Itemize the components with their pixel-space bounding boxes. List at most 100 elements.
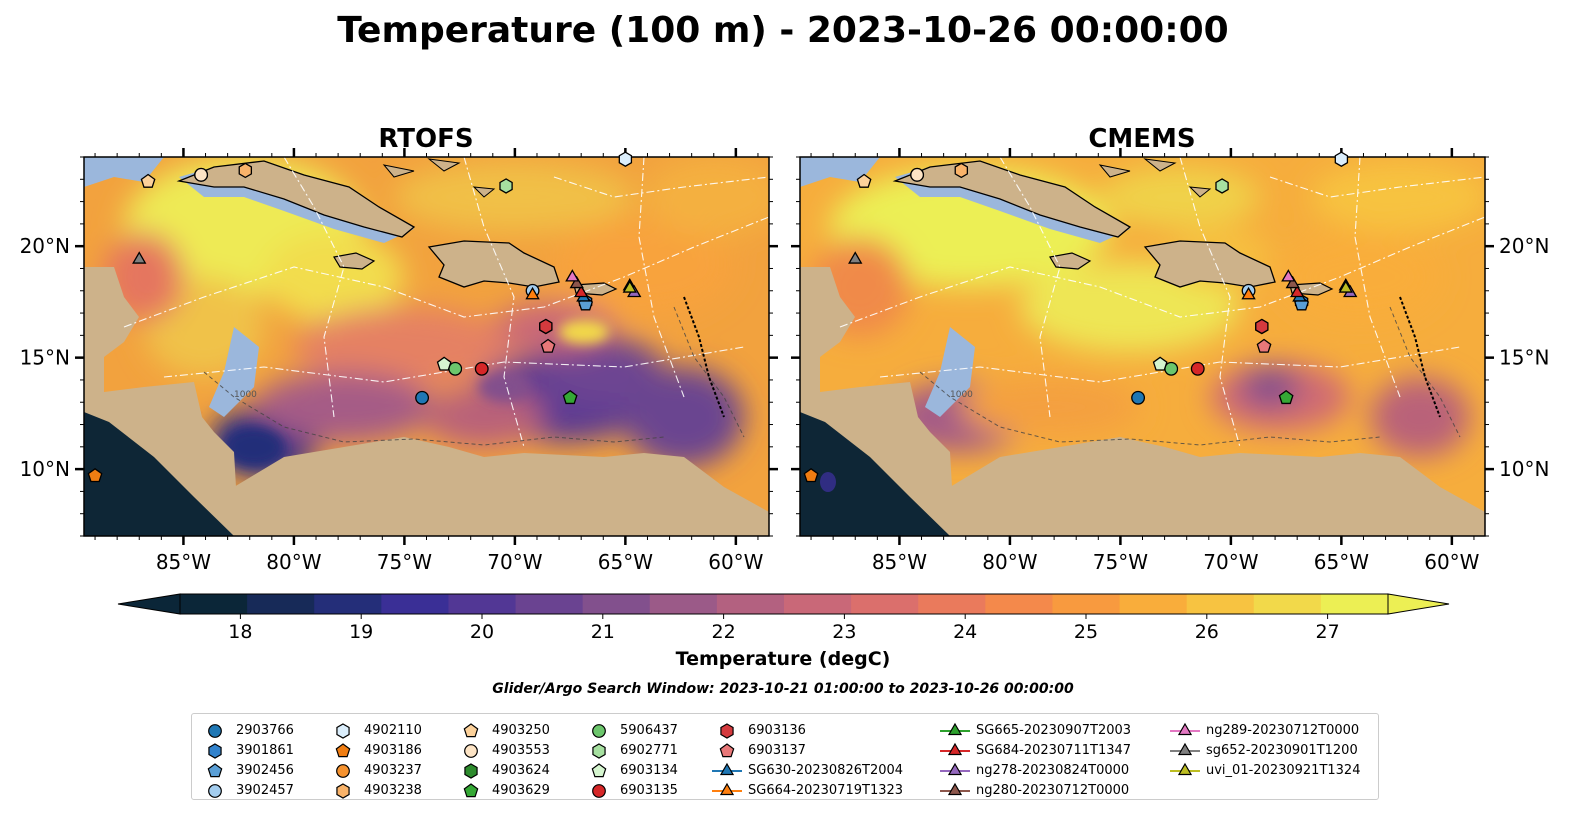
legend-label: 6903135 (620, 782, 678, 798)
heatmap-rtofs: 1000 (84, 157, 769, 536)
legend-label: 4903629 (492, 782, 550, 798)
observation-marker (954, 162, 969, 179)
colorbar-tick-label: 27 (1316, 621, 1340, 643)
search-window-subtitle: Glider/Argo Search Window: 2023-10-21 01… (492, 681, 1074, 697)
legend-item: 4903624 (454, 760, 550, 780)
observation-marker (1190, 361, 1205, 376)
legend-label: ng280-20230712T0000 (976, 782, 1130, 798)
observation-marker (1334, 151, 1349, 167)
colorbar-segment (381, 594, 449, 614)
observation-marker (415, 390, 430, 405)
legend-label: 6903136 (748, 722, 806, 738)
legend-item: 6903136 (710, 720, 806, 740)
observation-marker (1256, 338, 1272, 353)
observation-marker (573, 284, 589, 298)
observation-marker (569, 275, 584, 289)
legend-label: 5906437 (620, 722, 678, 738)
colorbar-extend-min (117, 593, 181, 615)
colorbar-segment (582, 594, 651, 614)
legend-label: SG630-20230826T2004 (748, 762, 904, 778)
observation-marker (539, 318, 553, 335)
x-tick-label: 65°W (598, 550, 653, 574)
y-tick-label: 10°N (20, 457, 70, 481)
observation-marker (562, 389, 578, 405)
observation-marker (474, 361, 489, 376)
colorbar-tick-label: 18 (228, 621, 252, 643)
hexagon-marker-icon (208, 743, 222, 759)
colorbar-segment (180, 594, 248, 614)
panel-title-cmems: CMEMS (1088, 124, 1195, 154)
hexagon-marker-icon (592, 743, 606, 759)
observation-marker (622, 280, 637, 293)
colorbar-tick-label: 22 (712, 621, 736, 643)
hexagon-marker-icon (720, 723, 734, 739)
observation-marker (1164, 361, 1179, 376)
colorbar-segment (1253, 594, 1322, 614)
y-tick-label: 10°N (1499, 457, 1549, 481)
legend-label: 6903134 (620, 762, 678, 778)
legend-item: SG684-20230711T1347 (938, 740, 1131, 760)
legend-label: 3902457 (236, 782, 294, 798)
y-tick-label: 15°N (1499, 346, 1549, 370)
legend-item: ng278-20230824T0000 (938, 760, 1129, 780)
pentagon-marker-icon (463, 723, 479, 738)
colorbar-extend-max (1387, 593, 1450, 615)
colorbar-segment (1119, 594, 1188, 614)
legend-item: sg652-20230901T1200 (1168, 740, 1358, 760)
legend-label: 3902456 (236, 762, 294, 778)
legend-label: 4903624 (492, 762, 550, 778)
triangle-marker-icon (1177, 742, 1193, 756)
legend-item: ng289-20230712T0000 (1168, 720, 1359, 740)
colorbar-segment (985, 594, 1053, 614)
triangle-marker-icon (947, 742, 963, 756)
panel-title-rtofs: RTOFS (378, 124, 473, 154)
observation-marker (1152, 356, 1168, 371)
legend-label: SG665-20230907T2003 (976, 722, 1132, 738)
legend-label: sg652-20230901T1200 (1206, 742, 1358, 758)
colorbar-tick-label: 19 (349, 621, 373, 643)
circle-marker-icon (336, 764, 350, 778)
map-panel-rtofs: RTOFS (83, 124, 770, 537)
observation-marker (238, 162, 253, 179)
triangle-marker-icon (947, 762, 963, 776)
observation-marker (1289, 284, 1305, 298)
triangle-marker-icon (719, 782, 735, 796)
legend-item: 6903135 (582, 780, 678, 800)
hexagon-marker-icon (336, 723, 350, 739)
colorbar-tick-label: 25 (1074, 621, 1098, 643)
colorbar-tick-label: 20 (470, 621, 494, 643)
legend-item: 4903553 (454, 740, 550, 760)
pentagon-marker-icon (335, 743, 351, 758)
legend-item: 6903137 (710, 740, 806, 760)
observation-marker (1131, 390, 1146, 405)
triangle-marker-icon (947, 782, 963, 796)
x-tick-label: 70°W (487, 550, 542, 574)
triangle-marker-icon (947, 722, 963, 736)
observation-marker (856, 173, 872, 188)
triangle-marker-icon (719, 762, 735, 776)
legend-item: 6902771 (582, 740, 678, 760)
observation-marker (1215, 178, 1229, 194)
x-tick-label: 80°W (266, 550, 321, 574)
observation-marker (1338, 280, 1353, 293)
legend-item: 3901861 (198, 740, 294, 760)
observation-marker (436, 356, 452, 371)
x-tick-label: 65°W (1314, 550, 1369, 574)
legend-item: 4903250 (454, 720, 550, 740)
legend-label: ng289-20230712T0000 (1206, 722, 1360, 738)
colorbar-segment (784, 594, 852, 614)
circle-marker-icon (464, 744, 478, 758)
legend-label: 4903238 (364, 782, 422, 798)
colorbar-segment (851, 594, 919, 614)
legend-item: SG664-20230719T1323 (710, 780, 903, 800)
figure-title: Temperature (100 m) - 2023-10-26 00:00:0… (337, 10, 1228, 51)
legend-item: 3902457 (198, 780, 294, 800)
legend-item: 4903629 (454, 780, 550, 800)
colorbar-segment (314, 594, 382, 614)
legend-item: 5906437 (582, 720, 678, 740)
observation-marker (140, 173, 156, 188)
x-tick-label: 60°W (708, 550, 763, 574)
observation-marker (87, 468, 103, 483)
observation-marker (910, 167, 925, 182)
